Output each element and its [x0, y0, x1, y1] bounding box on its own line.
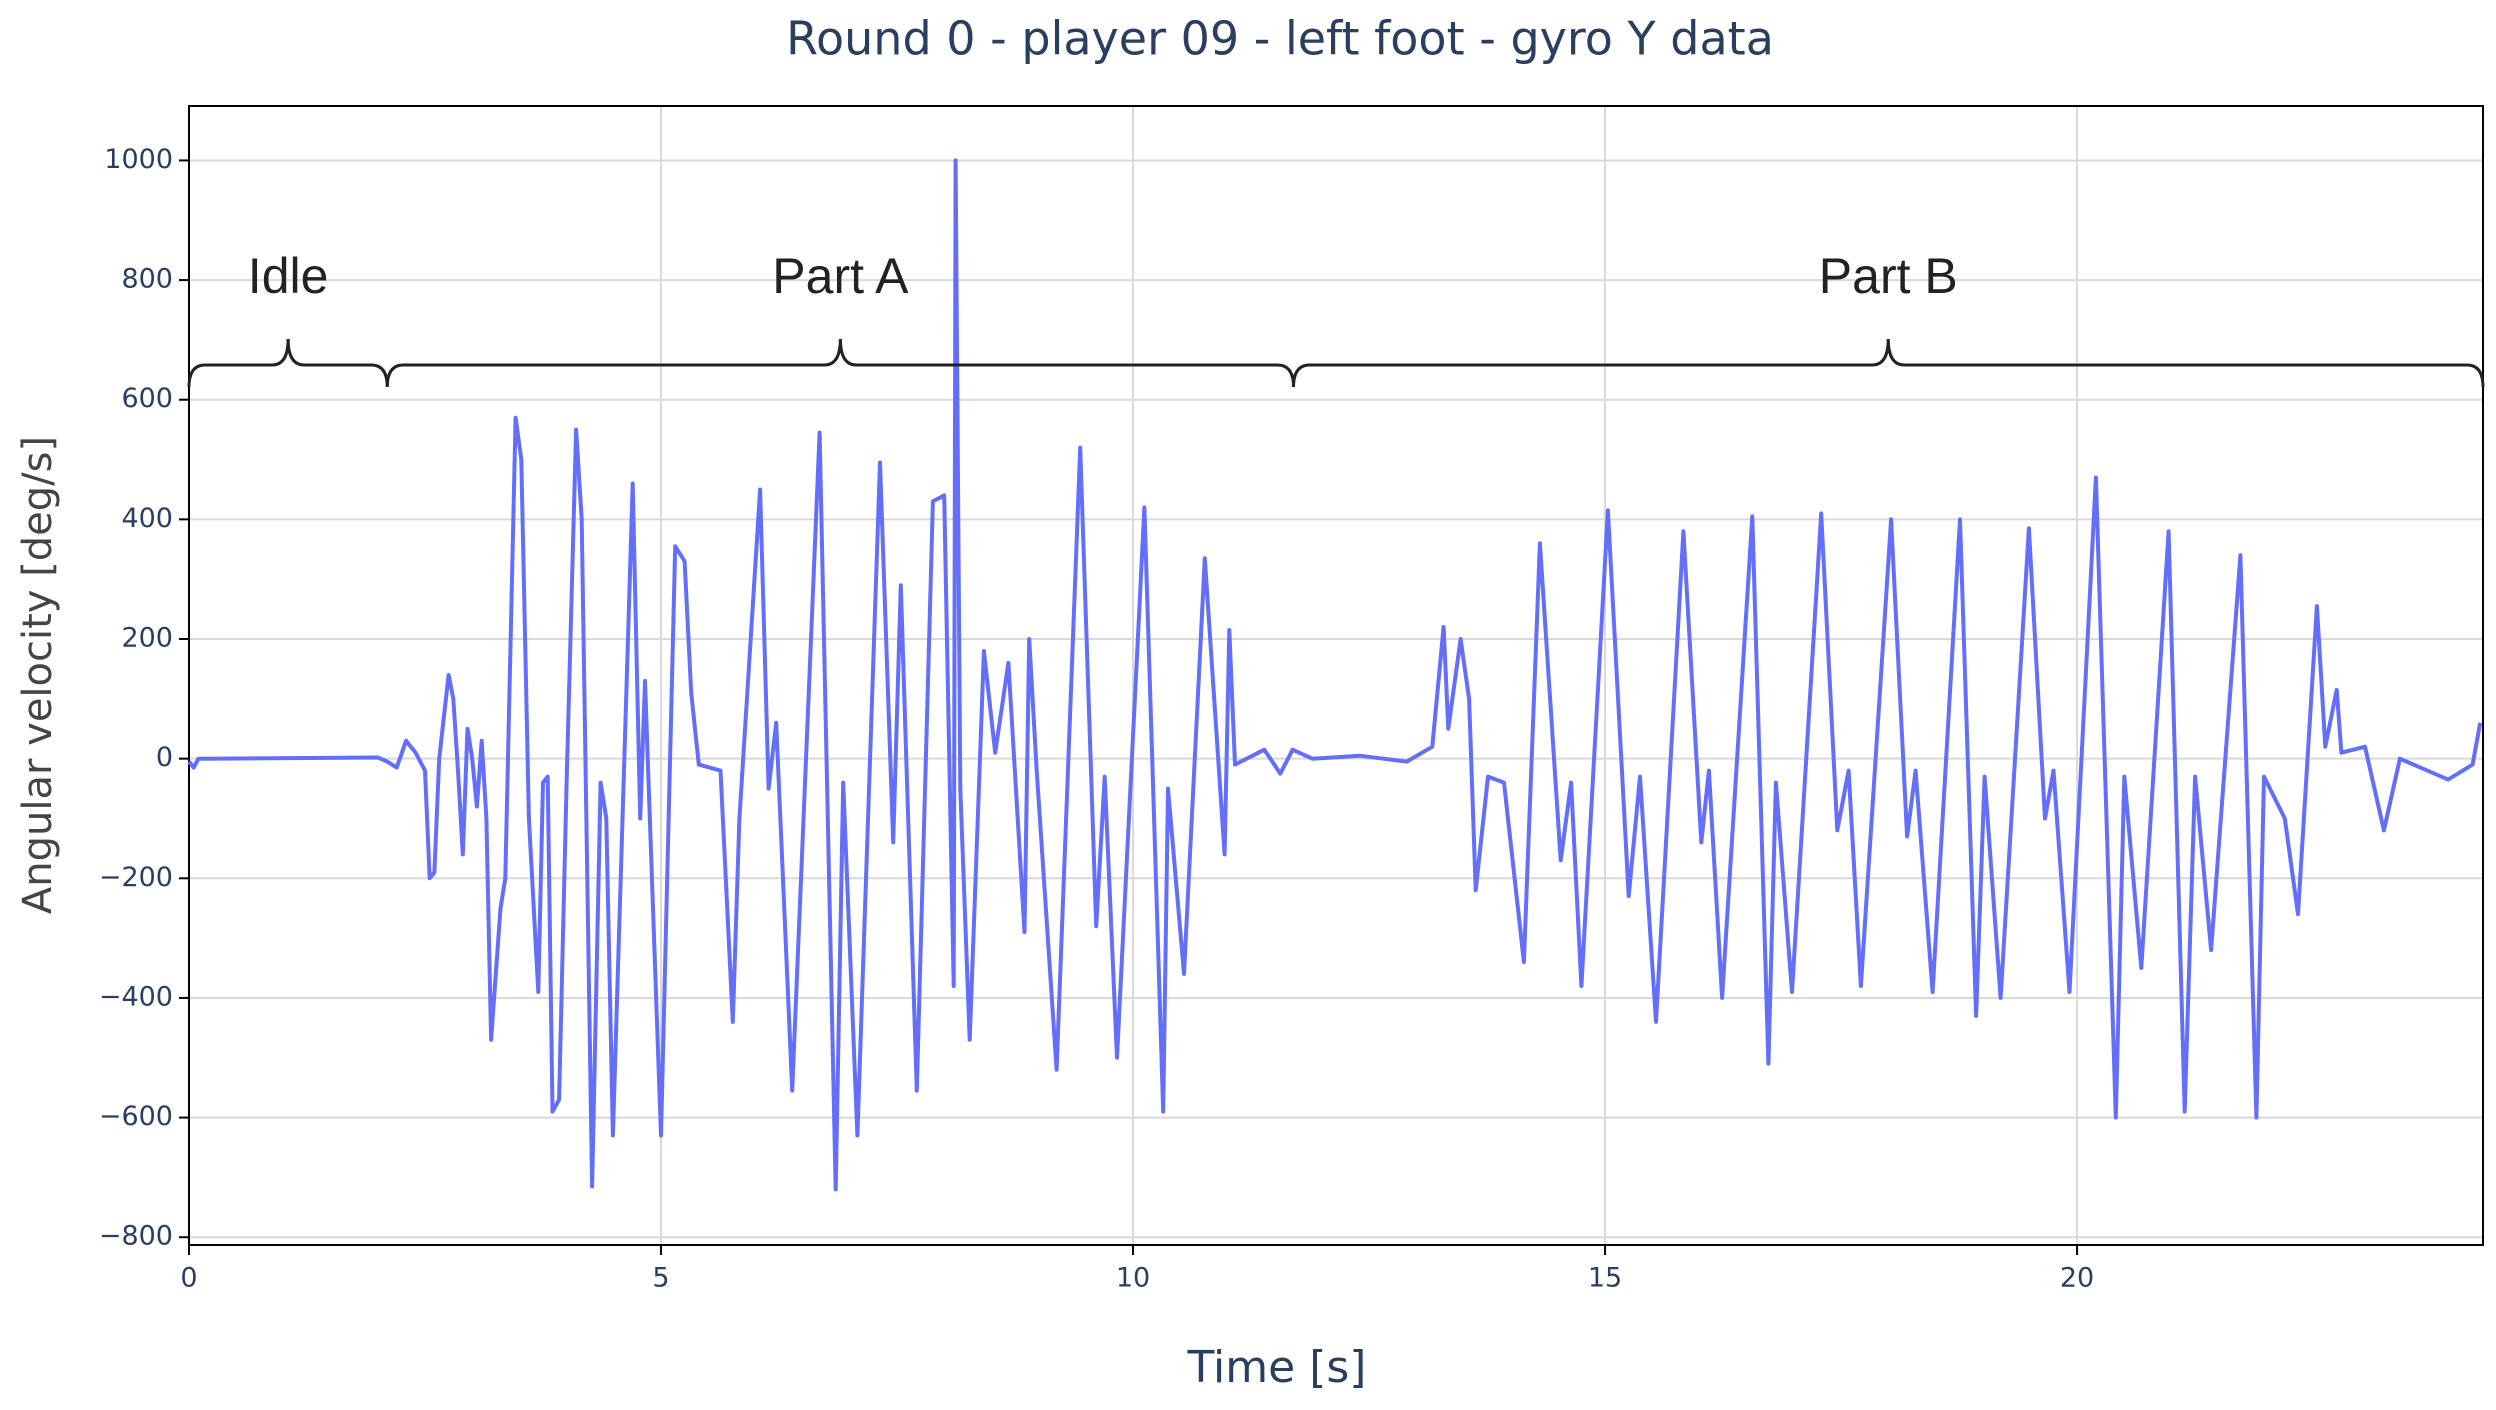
- x-tick-label: 10: [1116, 1263, 1150, 1294]
- y-tick-label: 800: [121, 264, 173, 295]
- y-tick-label: 400: [121, 503, 173, 534]
- data-line: [187, 158, 2483, 1192]
- y-tick-label: 0: [156, 742, 173, 773]
- annotation: Part B: [1819, 248, 1958, 304]
- y-tick-label: −200: [99, 862, 173, 893]
- y-tick-label: −600: [99, 1101, 173, 1132]
- y-tick-label: −800: [99, 1221, 173, 1252]
- y-tick-label: 200: [121, 623, 173, 654]
- y-tick-label: −400: [99, 981, 173, 1012]
- bracket: [385, 338, 1296, 388]
- x-tick-label: 20: [2060, 1263, 2094, 1294]
- x-tick-label: 0: [180, 1263, 197, 1294]
- annotation: Part A: [772, 248, 909, 304]
- y-axis-label: Angular velocity [deg/s]: [15, 436, 61, 914]
- bracket: [187, 338, 389, 388]
- y-tick-label: 1000: [104, 144, 173, 175]
- y-tick-label: 600: [121, 383, 173, 414]
- x-axis-label: Time [s]: [1187, 1342, 1367, 1393]
- x-tick-label: 15: [1588, 1263, 1622, 1294]
- chart-title: Round 0 - player 09 - left foot - gyro Y…: [786, 12, 1774, 66]
- x-tick-label: 5: [652, 1263, 669, 1294]
- bracket: [1292, 338, 2485, 388]
- plot-frame: [188, 105, 2484, 1246]
- annotation: Idle: [248, 248, 329, 304]
